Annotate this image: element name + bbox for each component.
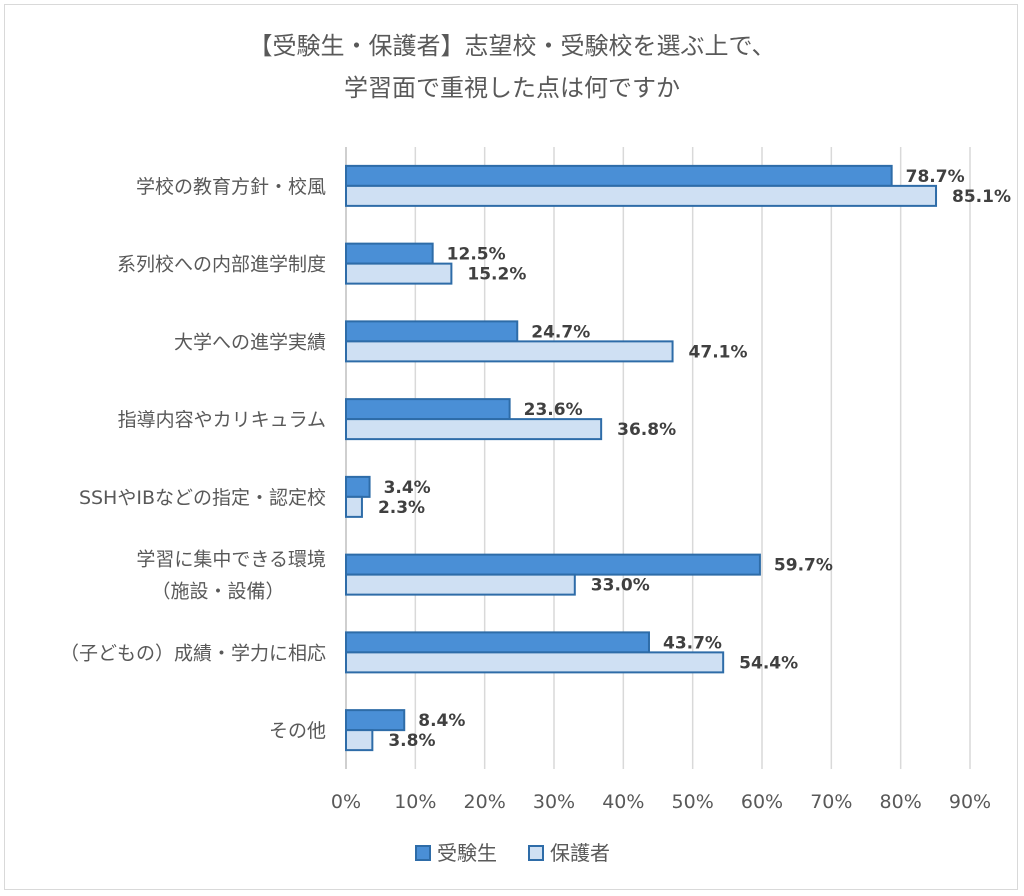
x-tick-label: 50% — [672, 791, 714, 813]
category-label: （施設・設備） — [151, 581, 284, 603]
legend: 受験生 保護者 — [415, 841, 610, 865]
x-tick-label: 80% — [880, 791, 922, 813]
data-label: 78.7% — [906, 167, 965, 187]
chart-title-line-2: 学習面で重視した点は何ですか — [344, 74, 680, 102]
bar-students — [345, 553, 761, 576]
bar-parents — [345, 573, 576, 596]
x-tick-label: 90% — [949, 791, 991, 813]
bar-students — [345, 398, 511, 421]
x-tick-label: 70% — [810, 791, 852, 813]
bar-parents — [345, 495, 363, 518]
data-label: 15.2% — [467, 265, 526, 285]
category-label: 系列校への内部進学制度 — [117, 254, 326, 276]
bar-parents — [345, 729, 374, 752]
data-labels: 78.7%85.1% 12.5%15.2% 24.7% 47.1% 23.6% 36.8%… — [378, 167, 1011, 751]
data-label: 47.1% — [689, 342, 748, 362]
category-label: 指導内容やカリキュラム — [118, 409, 326, 431]
category-labels: 学校の教育方針・校風系列校への内部進学制度大学への進学実績指導内容やカリキュラム… — [60, 176, 326, 742]
data-label: 36.8% — [617, 420, 676, 440]
data-label: 43.7% — [663, 633, 722, 653]
data-label: 3.8% — [388, 731, 435, 751]
bar-students — [345, 709, 406, 732]
data-label: 54.4% — [739, 653, 798, 673]
legend-label: 受験生 — [437, 841, 497, 865]
bars — [345, 164, 938, 752]
data-label: 8.4% — [418, 711, 465, 731]
bar-parents — [345, 262, 453, 285]
legend-swatch — [528, 845, 544, 861]
x-tick-label: 0% — [331, 791, 361, 813]
bar-parents — [345, 418, 603, 441]
category-label: その他 — [269, 720, 326, 742]
category-label: 大学への進学実績 — [174, 331, 326, 353]
data-label: 2.3% — [378, 498, 425, 518]
data-label: 24.7% — [531, 322, 590, 342]
legend-swatch — [415, 845, 431, 861]
data-label: 3.4% — [384, 478, 431, 498]
category-label: SSHやIBなどの指定・認定校 — [79, 487, 326, 509]
bar-students — [345, 475, 371, 498]
data-label: 59.7% — [774, 556, 833, 576]
bar-students — [345, 631, 650, 654]
category-label: （子どもの）成績・学力に相応 — [60, 642, 326, 664]
chart-frame — [4, 4, 1018, 890]
gridlines — [345, 147, 971, 769]
x-tick-label: 10% — [394, 791, 436, 813]
bar-parents — [345, 340, 674, 363]
x-tick-label: 40% — [602, 791, 644, 813]
x-axis-ticks: 0% 10% 20% 30% 40% 50% 60% 70% 80% 90% — [331, 791, 991, 813]
data-label: 23.6% — [524, 400, 583, 420]
bar-students — [345, 242, 434, 265]
data-label: 85.1% — [952, 187, 1011, 207]
category-label: 学校の教育方針・校風 — [136, 176, 326, 198]
bar-parents — [345, 184, 938, 207]
x-tick-label: 30% — [533, 791, 575, 813]
category-label: 学習に集中できる環境 — [136, 549, 326, 571]
bar-students — [345, 164, 893, 187]
bar-parents — [345, 651, 725, 674]
data-label: 33.0% — [591, 576, 650, 596]
x-tick-label: 20% — [464, 791, 506, 813]
data-label: 12.5% — [447, 245, 506, 265]
chart-title: 【受験生・保護者】志望校・受験校を選ぶ上で、学習面で重視した点は何ですか — [248, 32, 775, 102]
chart-title-line-1: 【受験生・保護者】志望校・受験校を選ぶ上で、 — [248, 32, 775, 60]
x-tick-label: 60% — [741, 791, 783, 813]
bar-students — [345, 320, 519, 343]
legend-label: 保護者 — [550, 841, 610, 865]
